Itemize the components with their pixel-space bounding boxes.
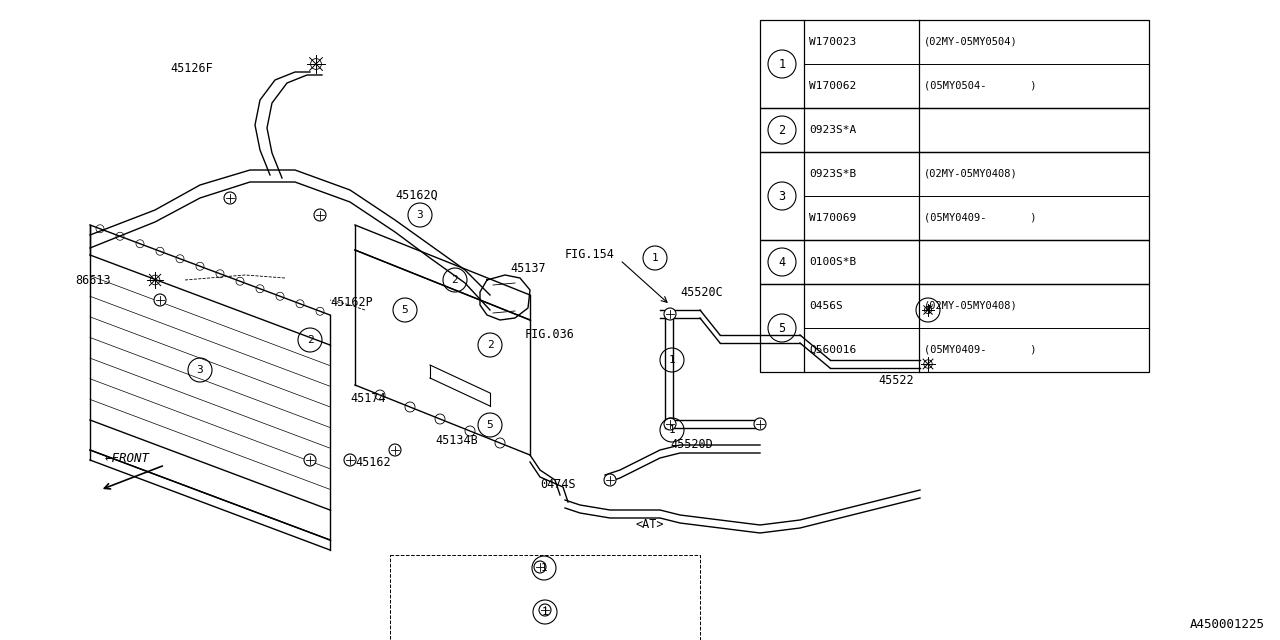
Text: <AT>: <AT>	[635, 518, 663, 531]
Text: 3: 3	[197, 365, 204, 375]
Text: 5: 5	[486, 420, 493, 430]
Text: 2: 2	[307, 335, 314, 345]
Text: 45520C: 45520C	[680, 285, 723, 298]
Bar	[760, 152, 1149, 240]
Bar	[760, 240, 1149, 284]
Bar	[760, 20, 1149, 108]
Text: 0923S*A: 0923S*A	[809, 125, 856, 135]
Circle shape	[389, 444, 401, 456]
Circle shape	[465, 426, 475, 436]
Text: 1: 1	[668, 425, 676, 435]
Circle shape	[136, 240, 143, 248]
Text: (02MY-05MY0408): (02MY-05MY0408)	[924, 301, 1018, 311]
Bar	[760, 284, 1149, 372]
Circle shape	[296, 300, 305, 308]
Circle shape	[754, 418, 765, 430]
Text: 0474S: 0474S	[540, 479, 576, 492]
Text: ←FRONT: ←FRONT	[105, 451, 150, 465]
Text: 45134B: 45134B	[435, 433, 477, 447]
Text: (05MY0409-       ): (05MY0409- )	[924, 345, 1037, 355]
Text: (02MY-05MY0408): (02MY-05MY0408)	[924, 169, 1018, 179]
Circle shape	[604, 474, 616, 486]
Text: 4: 4	[778, 255, 786, 269]
Text: 3: 3	[778, 189, 786, 202]
Text: (02MY-05MY0504): (02MY-05MY0504)	[924, 37, 1018, 47]
Circle shape	[664, 418, 676, 430]
Circle shape	[664, 308, 676, 320]
Circle shape	[196, 262, 204, 270]
Circle shape	[495, 438, 506, 448]
Text: 45137: 45137	[509, 262, 545, 275]
Circle shape	[539, 604, 550, 616]
Text: FIG.154: FIG.154	[564, 248, 614, 262]
Text: FIG.036: FIG.036	[525, 328, 575, 342]
Circle shape	[314, 209, 326, 221]
Circle shape	[116, 232, 124, 240]
Text: 0456S: 0456S	[809, 301, 842, 311]
Text: W170023: W170023	[809, 37, 856, 47]
Circle shape	[177, 255, 184, 263]
Circle shape	[236, 277, 244, 285]
Text: A450001225: A450001225	[1190, 618, 1265, 632]
Circle shape	[224, 192, 236, 204]
Text: 45162Q: 45162Q	[396, 189, 438, 202]
Circle shape	[154, 294, 166, 306]
Text: 45520D: 45520D	[669, 438, 713, 451]
Text: 45126F: 45126F	[170, 61, 212, 74]
Circle shape	[276, 292, 284, 300]
Text: 45162: 45162	[355, 456, 390, 468]
Text: 2: 2	[452, 275, 458, 285]
Text: 5: 5	[402, 305, 408, 315]
Text: 2: 2	[486, 340, 493, 350]
Circle shape	[316, 307, 324, 316]
Text: 2: 2	[778, 124, 786, 136]
Text: 1: 1	[541, 607, 548, 617]
Circle shape	[375, 390, 385, 400]
Text: (05MY0409-       ): (05MY0409- )	[924, 213, 1037, 223]
Text: 45162P: 45162P	[330, 296, 372, 308]
Text: 86613: 86613	[76, 275, 110, 287]
Text: 5: 5	[778, 321, 786, 335]
Text: 1: 1	[652, 253, 658, 263]
Circle shape	[435, 414, 445, 424]
Text: 0923S*B: 0923S*B	[809, 169, 856, 179]
Text: (05MY0504-       ): (05MY0504- )	[924, 81, 1037, 91]
Text: Q560016: Q560016	[809, 345, 856, 355]
Circle shape	[305, 454, 316, 466]
Text: 0100S*B: 0100S*B	[809, 257, 856, 267]
Circle shape	[534, 561, 547, 573]
Circle shape	[256, 285, 264, 292]
Text: 4: 4	[924, 305, 932, 315]
Circle shape	[404, 402, 415, 412]
Bar	[760, 108, 1149, 152]
Circle shape	[216, 269, 224, 278]
Circle shape	[156, 247, 164, 255]
Text: 1: 1	[668, 355, 676, 365]
Text: 45522: 45522	[878, 374, 914, 387]
Text: W170069: W170069	[809, 213, 856, 223]
Circle shape	[96, 225, 104, 233]
Text: 1: 1	[778, 58, 786, 70]
Text: 45174: 45174	[349, 392, 385, 404]
Circle shape	[344, 454, 356, 466]
Text: W170062: W170062	[809, 81, 856, 91]
Text: 3: 3	[416, 210, 424, 220]
Text: 1: 1	[540, 563, 548, 573]
